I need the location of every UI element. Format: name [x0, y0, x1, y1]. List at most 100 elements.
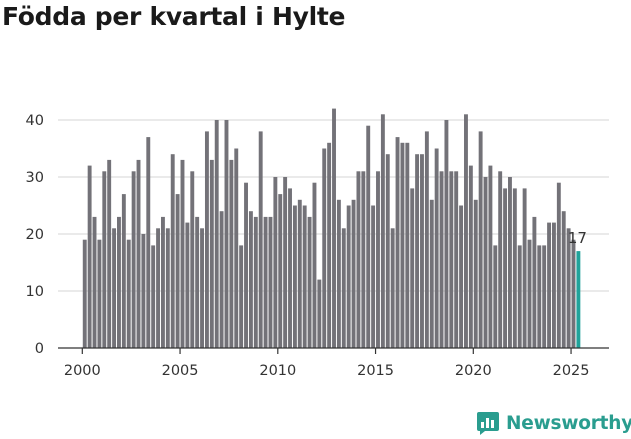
bar: [117, 216, 121, 348]
bar: [278, 194, 283, 348]
bar: [102, 171, 107, 348]
bar: [322, 148, 327, 348]
bar: [82, 239, 87, 348]
bar: [385, 154, 390, 348]
y-tick-label: 10: [26, 284, 44, 300]
bar: [537, 245, 542, 348]
bar: [327, 142, 332, 348]
bar: [263, 216, 268, 348]
bar: [444, 120, 449, 348]
bar: [288, 188, 292, 348]
bar: [405, 142, 410, 348]
brand-name: Newsworthy: [506, 412, 631, 434]
bar: [468, 165, 473, 348]
bar: [224, 120, 229, 348]
bar: [229, 159, 234, 348]
bar: [351, 199, 356, 348]
bar: [380, 114, 385, 348]
bar: [512, 188, 517, 348]
bar: [239, 245, 244, 348]
bar: [473, 199, 478, 348]
bar: [253, 216, 258, 348]
bar: [498, 171, 503, 348]
bar-highlight: [576, 251, 581, 348]
bar: [346, 205, 351, 348]
bar: [283, 177, 288, 348]
x-tick-label: 2025: [553, 363, 590, 379]
bar: [508, 177, 512, 348]
chart-title: Födda per kvartal i Hylte: [2, 2, 346, 31]
newsworthy-logo-icon: [477, 412, 499, 435]
bar: [244, 182, 248, 348]
bar: [464, 114, 468, 348]
bar: [121, 194, 126, 348]
x-tick-label: 2005: [162, 363, 199, 379]
bar: [302, 205, 307, 348]
bar: [551, 222, 556, 348]
y-axis-ticks: 0 10 20 30 40: [26, 113, 44, 357]
bar: [542, 245, 547, 348]
bar: [454, 171, 459, 348]
bar: [332, 108, 336, 348]
bar: [366, 125, 371, 348]
y-tick-label: 40: [26, 113, 44, 129]
bar: [376, 171, 380, 348]
bar: [429, 199, 434, 348]
bar: [424, 131, 429, 348]
bar: [341, 228, 346, 348]
bar: [434, 148, 439, 348]
bar: [400, 142, 405, 348]
bar: [248, 211, 253, 348]
bar: [483, 177, 488, 348]
bar: [488, 165, 493, 348]
bar-series: [82, 108, 581, 348]
bar: [258, 131, 263, 348]
bar: [268, 216, 273, 348]
bar: [273, 177, 278, 348]
bar: [131, 171, 136, 348]
bar: [410, 188, 415, 348]
bar: [214, 120, 219, 348]
bar: [532, 216, 537, 348]
bar: [87, 165, 92, 348]
x-tick-label: 2020: [455, 363, 492, 379]
bar: [160, 216, 165, 348]
bar: [190, 171, 195, 348]
bar: [165, 228, 170, 348]
bar: [209, 159, 214, 348]
bar: [234, 148, 239, 348]
y-tick-label: 20: [26, 227, 44, 243]
bar: [170, 154, 175, 348]
bar: [356, 171, 361, 348]
bar: [420, 154, 424, 348]
bar: [146, 137, 151, 348]
y-tick-label: 30: [26, 170, 44, 186]
bar: [336, 199, 341, 348]
bar: [107, 159, 112, 348]
bar: [307, 216, 312, 348]
last-value-label: 17: [568, 229, 587, 247]
x-axis-ticks: 2000 2005 2010 2015 2020 2025: [64, 348, 590, 379]
bar: [556, 182, 561, 348]
bar: [459, 205, 464, 348]
bar: [361, 171, 366, 348]
bar: [126, 239, 131, 348]
x-tick-label: 2010: [259, 363, 296, 379]
data-labels: 17: [568, 229, 587, 247]
bar: [180, 159, 185, 348]
bar: [92, 216, 97, 348]
bar: [297, 199, 302, 348]
bar: [175, 194, 180, 348]
bar: [571, 239, 576, 348]
bar: [547, 222, 552, 348]
bar: [312, 182, 317, 348]
bar: [478, 131, 483, 348]
bar: [204, 131, 209, 348]
bar: [493, 245, 498, 348]
bar: [503, 188, 508, 348]
bar: [136, 159, 141, 348]
bar: [219, 211, 224, 348]
bar: [97, 239, 102, 348]
bar: [561, 211, 566, 348]
